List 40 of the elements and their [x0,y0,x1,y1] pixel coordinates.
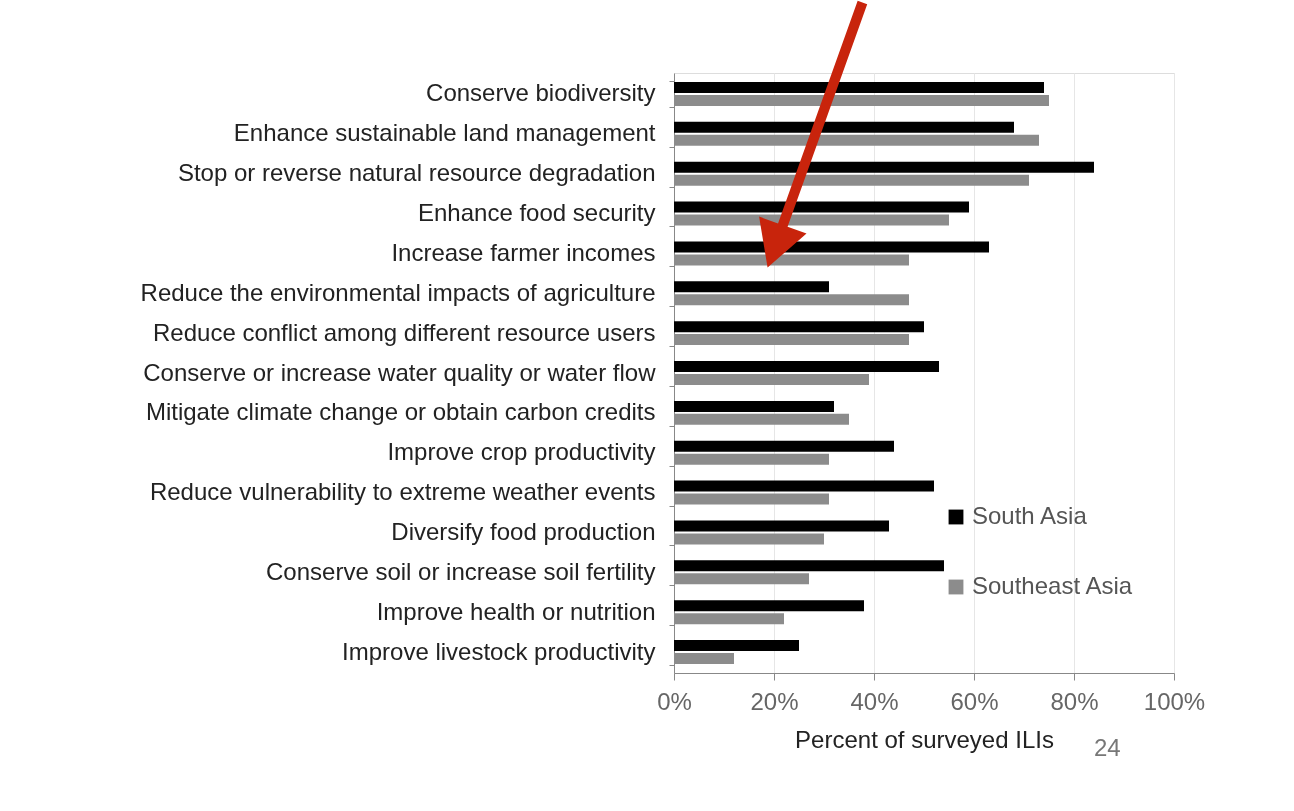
bar [674,400,834,412]
y-tick-label: Reduce conflict among different resource users [153,318,656,346]
y-tick-label: Reduce vulnerability to extreme weather events [149,478,656,506]
bar [674,81,1044,93]
x-tick-label: 80% [1050,687,1099,715]
x-tick-label: 0% [657,687,692,715]
bar [674,520,889,532]
y-tick-label: Enhance sustainable land management [233,119,656,147]
text: 24 [1094,734,1121,761]
x-axis-title: Percent of surveyed ILIs [795,725,1054,753]
legend-label: South Asia [972,502,1088,529]
bar [674,480,934,492]
bar [674,241,989,253]
bar [674,440,894,452]
y-tick-label: Enhance food security [418,199,656,227]
y-tick-label: Mitigate climate change or obtain carbon credits [145,398,656,426]
y-tick-label: Diversify food production [391,517,656,545]
bar [674,600,864,612]
bar [674,281,829,293]
y-tick-label: Conserve or increase water quality or water flow [143,358,657,386]
bar [674,640,799,652]
x-tick-label: 100% [1143,687,1206,715]
x-tick-label: 40% [850,687,899,715]
y-tick-label: Increase farmer incomes [391,238,656,266]
y-tick-label: Reduce the environmental impacts of agriculture [140,278,656,306]
y-tick-label: Improve livestock productivity [342,637,656,665]
y-tick-label: Conserve soil or increase soil fertility [266,557,656,585]
y-tick-label: Stop or reverse natural resource degradation [177,159,656,187]
bar [674,321,924,333]
bar [674,201,969,213]
legend-label: Southeast Asia [972,572,1133,599]
bar [674,560,944,572]
bar [674,161,1094,173]
bar [674,121,1014,133]
bar [674,361,939,373]
y-tick-label: Conserve biodiversity [426,79,656,107]
y-tick-label: Improve health or nutrition [376,597,656,625]
x-tick-label: 60% [950,687,999,715]
y-tick-label: Improve crop productivity [387,438,656,466]
x-tick-label: 20% [750,687,799,715]
